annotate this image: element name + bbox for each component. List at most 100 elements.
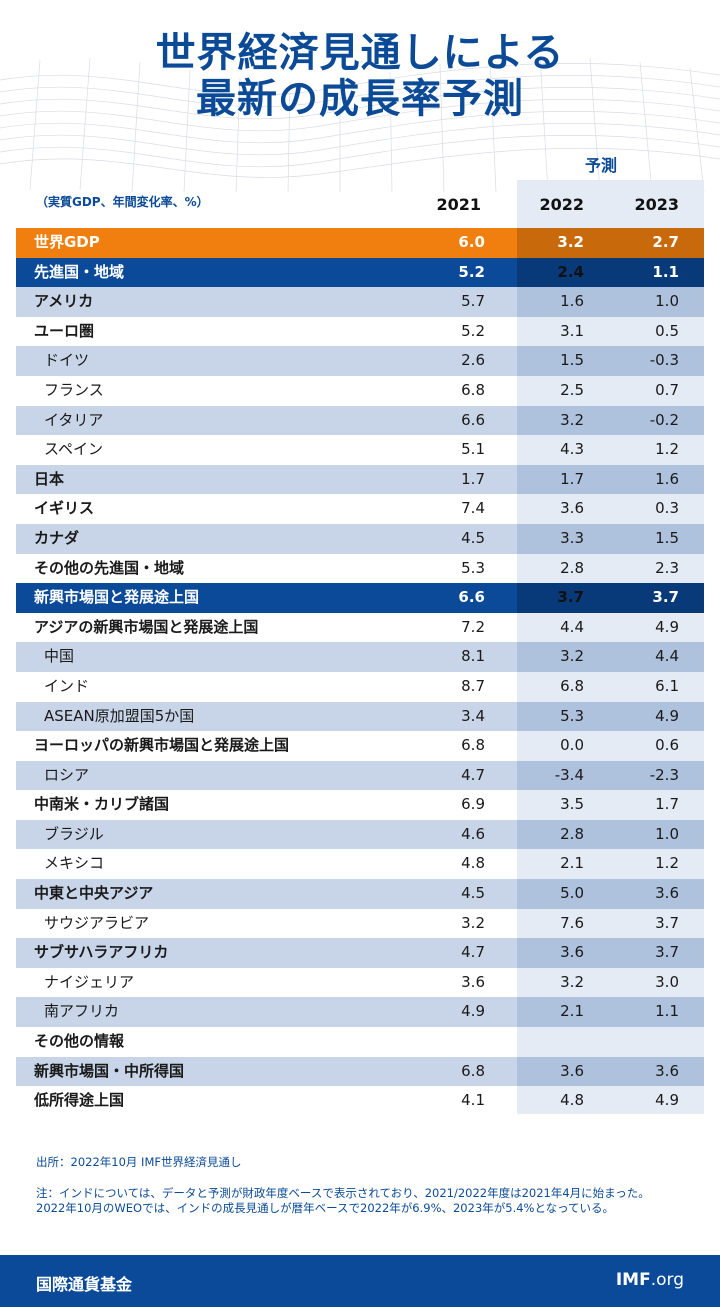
value-2023: 1.2 (655, 854, 679, 873)
value-2021: 4.7 (461, 943, 485, 962)
table-row: その他の情報 (16, 1027, 704, 1057)
forecast-cell-bg (517, 701, 704, 732)
value-2022: 3.7 (557, 588, 584, 607)
row-label: サブサハラアフリカ (34, 943, 169, 962)
row-label: 中東と中央アジア (34, 884, 154, 903)
value-2023: 3.0 (655, 972, 679, 991)
table-row: イタリア 6.6 3.2 -0.2 (16, 405, 704, 436)
table-row: ASEAN原加盟国5か国 3.4 5.3 4.9 (16, 701, 704, 732)
value-2021: 1.7 (461, 469, 485, 488)
row-label: アメリカ (34, 292, 94, 311)
row-label: スペイン (44, 440, 103, 459)
forecast-cell-bg (517, 464, 704, 495)
forecast-cell-bg (517, 879, 704, 909)
wave-mesh-background (0, 55, 720, 193)
value-2023: 4.9 (655, 617, 679, 636)
footnote-line-1: 注：インドについては、データと予測が財政年度ベースで表示されており、2021/2… (36, 1186, 650, 1200)
row-label: ブラジル (44, 824, 104, 843)
forecast-cell-bg (517, 346, 704, 376)
footnote: 注：インドについては、データと予測が財政年度ベースで表示されており、2021/2… (36, 1186, 650, 1216)
forecast-cell-bg (517, 760, 704, 791)
table-row: ナイジェリア 3.6 3.2 3.0 (16, 968, 704, 998)
value-2022: 3.3 (560, 528, 584, 547)
value-2021: 2.6 (461, 351, 485, 370)
table-row: サブサハラアフリカ 4.7 3.6 3.7 (16, 938, 704, 968)
table-row: フランス 6.8 2.5 0.7 (16, 376, 704, 406)
value-2021: 5.1 (461, 440, 485, 459)
row-label: 南アフリカ (44, 1002, 120, 1021)
value-2021: 6.8 (461, 380, 485, 399)
table-row: ブラジル 4.6 2.8 1.0 (16, 819, 704, 850)
year-header-2021: 2021 (436, 195, 481, 214)
value-2022: 6.8 (560, 676, 584, 695)
value-2022: 3.6 (560, 943, 584, 962)
value-2022: 5.0 (560, 884, 584, 903)
value-2022: 4.4 (560, 617, 584, 636)
footer-bar: 国際通貨基金 IMF.org (0, 1255, 720, 1307)
forecast-cell-bg (517, 1027, 704, 1057)
footer-site-link[interactable]: IMF.org (616, 1270, 684, 1290)
value-2023: 1.0 (655, 824, 679, 843)
value-2023: 2.3 (655, 558, 679, 577)
row-label: イタリア (44, 410, 104, 429)
value-2023: 1.1 (655, 1002, 679, 1021)
value-2022: 3.5 (560, 795, 584, 814)
value-2021: 6.0 (458, 233, 485, 251)
table-row: 先進国・地域 5.2 2.4 1.1 (16, 257, 704, 288)
value-2021: 6.8 (461, 736, 485, 755)
value-2021: 8.1 (461, 647, 485, 666)
row-label: 中国 (44, 647, 75, 666)
forecast-cell-bg (517, 642, 704, 672)
forecast-cell-bg (517, 405, 704, 436)
value-2021: 8.7 (461, 676, 485, 695)
value-2022: 1.6 (560, 292, 584, 311)
value-2022: 4.8 (560, 1091, 584, 1110)
forecast-cell-bg (517, 228, 704, 258)
table-row: 新興市場国・中所得国 6.8 3.6 3.6 (16, 1056, 704, 1087)
row-label: ユーロ圏 (34, 321, 95, 340)
site-bold: IMF (615, 1270, 651, 1290)
value-2022: 2.1 (560, 854, 584, 873)
value-2022: 4.3 (560, 440, 584, 459)
table-row: ユーロ圏 5.2 3.1 0.5 (16, 317, 704, 347)
value-2023: 0.7 (655, 380, 679, 399)
value-2021: 3.6 (461, 972, 485, 991)
value-2022: 1.7 (560, 469, 584, 488)
value-2022: 3.2 (557, 233, 584, 251)
value-2021: 4.7 (461, 765, 485, 784)
value-2023: 2.7 (652, 233, 679, 251)
row-label: 世界GDP (34, 233, 100, 251)
forecast-cell-bg (517, 287, 704, 317)
value-2022: 5.3 (560, 706, 584, 725)
value-2021: 3.4 (461, 706, 485, 725)
value-2023: 4.9 (655, 1091, 679, 1110)
value-2021: 6.6 (458, 588, 485, 607)
table-row: カナダ 4.5 3.3 1.5 (16, 523, 704, 554)
table-row: アジアの新興市場国と発展途上国 7.2 4.4 4.9 (16, 613, 704, 643)
source-note: 出所：2022年10月 IMF世界経済見通し (36, 1155, 242, 1169)
value-2023: 6.1 (655, 676, 679, 695)
forecast-cell-bg (517, 1056, 704, 1087)
row-label: ASEAN原加盟国5か国 (44, 706, 195, 725)
forecast-cell-bg (517, 819, 704, 850)
value-2023: 3.7 (655, 913, 679, 932)
table-row: インド 8.7 6.8 6.1 (16, 672, 704, 702)
row-label: その他の情報 (34, 1032, 125, 1051)
value-2023: 1.6 (655, 469, 679, 488)
title-line-2: 最新の成長率予測 (196, 76, 524, 122)
value-2023: 4.9 (655, 706, 679, 725)
table-row: 中国 8.1 3.2 4.4 (16, 642, 704, 672)
footnote-line-2: 2022年10月のWEOでは、インドの成長見通しが暦年ベースで2022年が6.9… (36, 1201, 615, 1215)
table-row: 低所得途上国 4.1 4.8 4.9 (16, 1086, 704, 1116)
row-label: 低所得途上国 (34, 1091, 125, 1110)
row-label: 先進国・地域 (34, 262, 125, 281)
table-row: アメリカ 5.7 1.6 1.0 (16, 287, 704, 317)
table-row: ドイツ 2.6 1.5 -0.3 (16, 346, 704, 376)
table-row: 新興市場国と発展途上国 6.6 3.7 3.7 (16, 583, 704, 613)
value-2022: 3.1 (560, 321, 584, 340)
value-2022: 0.0 (560, 736, 584, 755)
value-2021: 4.5 (461, 884, 485, 903)
value-2021: 4.5 (461, 528, 485, 547)
value-2021: 4.6 (461, 824, 485, 843)
title-line-1: 世界経済見通しによる (155, 30, 565, 76)
